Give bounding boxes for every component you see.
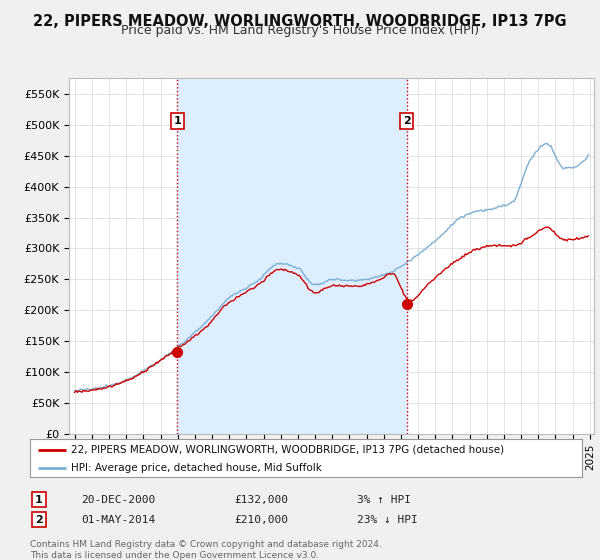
Text: 23% ↓ HPI: 23% ↓ HPI (357, 515, 418, 525)
Text: 20-DEC-2000: 20-DEC-2000 (81, 494, 155, 505)
Text: Contains HM Land Registry data © Crown copyright and database right 2024.
This d: Contains HM Land Registry data © Crown c… (30, 540, 382, 560)
Text: 2: 2 (403, 116, 410, 126)
Bar (177, 78, 407, 434)
Text: Price paid vs. HM Land Registry's House Price Index (HPI): Price paid vs. HM Land Registry's House … (121, 24, 479, 37)
Text: 01-MAY-2014: 01-MAY-2014 (81, 515, 155, 525)
Text: 1: 1 (173, 116, 181, 126)
Text: £210,000: £210,000 (234, 515, 288, 525)
Text: 22, PIPERS MEADOW, WORLINGWORTH, WOODBRIDGE, IP13 7PG (detached house): 22, PIPERS MEADOW, WORLINGWORTH, WOODBRI… (71, 445, 505, 455)
Text: 1: 1 (35, 494, 43, 505)
Text: HPI: Average price, detached house, Mid Suffolk: HPI: Average price, detached house, Mid … (71, 463, 322, 473)
Text: 3% ↑ HPI: 3% ↑ HPI (357, 494, 411, 505)
Text: £132,000: £132,000 (234, 494, 288, 505)
Text: 2: 2 (35, 515, 43, 525)
Text: 22, PIPERS MEADOW, WORLINGWORTH, WOODBRIDGE, IP13 7PG: 22, PIPERS MEADOW, WORLINGWORTH, WOODBRI… (33, 14, 567, 29)
